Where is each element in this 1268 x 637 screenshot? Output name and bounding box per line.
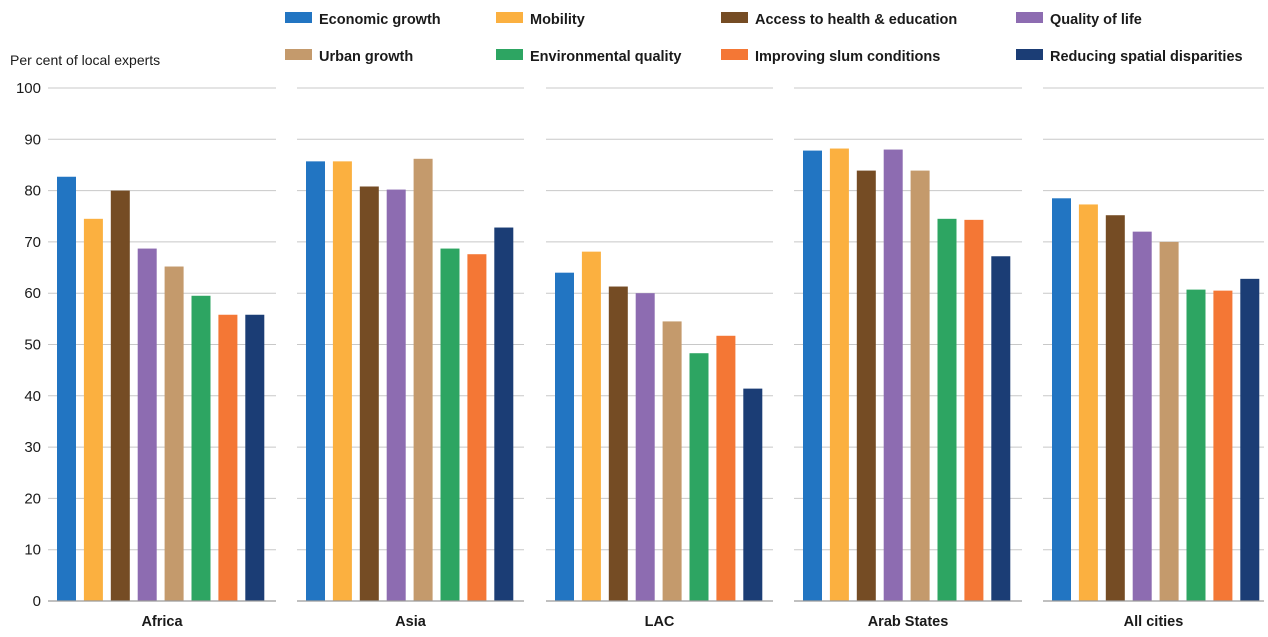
bar-access-to-health-education-asia <box>359 186 379 601</box>
bar-economic-growth-asia <box>306 161 325 601</box>
category-label: All cities <box>1124 614 1184 630</box>
legend-label: Access to health & education <box>755 12 957 28</box>
bar-quality-of-life-asia <box>386 189 406 601</box>
bar-access-to-health-education-arab-states <box>856 170 876 601</box>
bar-mobility-lac <box>581 251 601 601</box>
bar-urban-growth-asia <box>413 158 433 601</box>
bar-improving-slum-conditions-asia <box>467 254 487 601</box>
y-tick-label: 20 <box>24 490 41 507</box>
bar-mobility-all-cities <box>1078 204 1098 602</box>
bar-environmental-quality-asia <box>440 248 460 601</box>
legend-swatch <box>496 12 523 23</box>
bar-improving-slum-conditions-all-cities <box>1213 290 1233 601</box>
bar-quality-of-life-africa <box>137 248 157 601</box>
y-tick-label: 30 <box>24 439 41 456</box>
bar-reducing-spatial-disparities-africa <box>245 314 265 601</box>
bar-mobility-asia <box>332 161 352 601</box>
bar-economic-growth-africa <box>57 176 76 601</box>
bars <box>57 148 1260 602</box>
bar-access-to-health-education-lac <box>608 286 628 601</box>
y-tick-label: 40 <box>24 388 41 405</box>
bar-reducing-spatial-disparities-asia <box>494 227 514 601</box>
legend-swatch <box>496 49 523 60</box>
legend-label: Economic growth <box>319 12 441 28</box>
y-tick-label: 70 <box>24 234 41 251</box>
legend-label: Mobility <box>530 12 585 28</box>
bar-reducing-spatial-disparities-lac <box>743 388 763 601</box>
bar-urban-growth-lac <box>662 321 682 601</box>
bar-access-to-health-education-all-cities <box>1105 215 1125 601</box>
bar-economic-growth-arab-states <box>803 150 822 601</box>
y-tick-label: 90 <box>24 131 41 148</box>
bar-urban-growth-africa <box>164 266 184 601</box>
bar-quality-of-life-all-cities <box>1132 231 1152 601</box>
bar-reducing-spatial-disparities-arab-states <box>991 256 1011 601</box>
bar-environmental-quality-lac <box>689 353 709 601</box>
y-axis-label: Per cent of local experts <box>10 52 160 68</box>
y-tick-label: 10 <box>24 542 41 559</box>
legend-swatch <box>1016 12 1043 23</box>
bar-quality-of-life-lac <box>635 293 655 601</box>
bar-economic-growth-lac <box>555 272 574 601</box>
legend: Economic growth Mobility Access to health … <box>285 12 1243 65</box>
legend-swatch <box>721 12 748 23</box>
category-label: Africa <box>141 614 183 630</box>
legend-label: Improving slum conditions <box>755 49 940 65</box>
category-label: LAC <box>645 614 675 630</box>
axes: 0 10 20 30 40 50 60 70 80 90 100 Africa Asia LAC Arab … <box>16 80 1264 630</box>
bar-reducing-spatial-disparities-all-cities <box>1240 278 1260 601</box>
bar-environmental-quality-arab-states <box>937 218 957 601</box>
bar-mobility-africa <box>83 218 103 601</box>
bar-quality-of-life-arab-states <box>883 149 903 601</box>
legend-swatch <box>721 49 748 60</box>
legend-swatch <box>285 49 312 60</box>
legend-label: Urban growth <box>319 49 413 65</box>
bar-environmental-quality-africa <box>191 295 211 601</box>
bar-improving-slum-conditions-africa <box>218 314 238 601</box>
category-label: Arab States <box>868 614 949 630</box>
bar-improving-slum-conditions-arab-states <box>964 219 984 601</box>
y-tick-label: 50 <box>24 337 41 354</box>
bar-environmental-quality-all-cities <box>1186 289 1206 601</box>
legend-label: Reducing spatial disparities <box>1050 49 1243 65</box>
legend-swatch <box>1016 49 1043 60</box>
legend-label: Quality of life <box>1050 12 1142 28</box>
category-label: Asia <box>395 614 427 630</box>
y-tick-label: 0 <box>33 593 41 610</box>
legend-swatch <box>285 12 312 23</box>
legend-label: Environmental quality <box>530 49 681 65</box>
y-tick-label: 100 <box>16 80 41 97</box>
bar-economic-growth-all-cities <box>1052 198 1071 602</box>
bar-urban-growth-arab-states <box>910 170 930 601</box>
bar-access-to-health-education-africa <box>110 190 130 601</box>
y-tick-label: 80 <box>24 183 41 200</box>
bar-urban-growth-all-cities <box>1159 241 1179 601</box>
bar-improving-slum-conditions-lac <box>716 335 736 601</box>
bar-mobility-arab-states <box>829 148 849 601</box>
y-tick-label: 60 <box>24 285 41 302</box>
